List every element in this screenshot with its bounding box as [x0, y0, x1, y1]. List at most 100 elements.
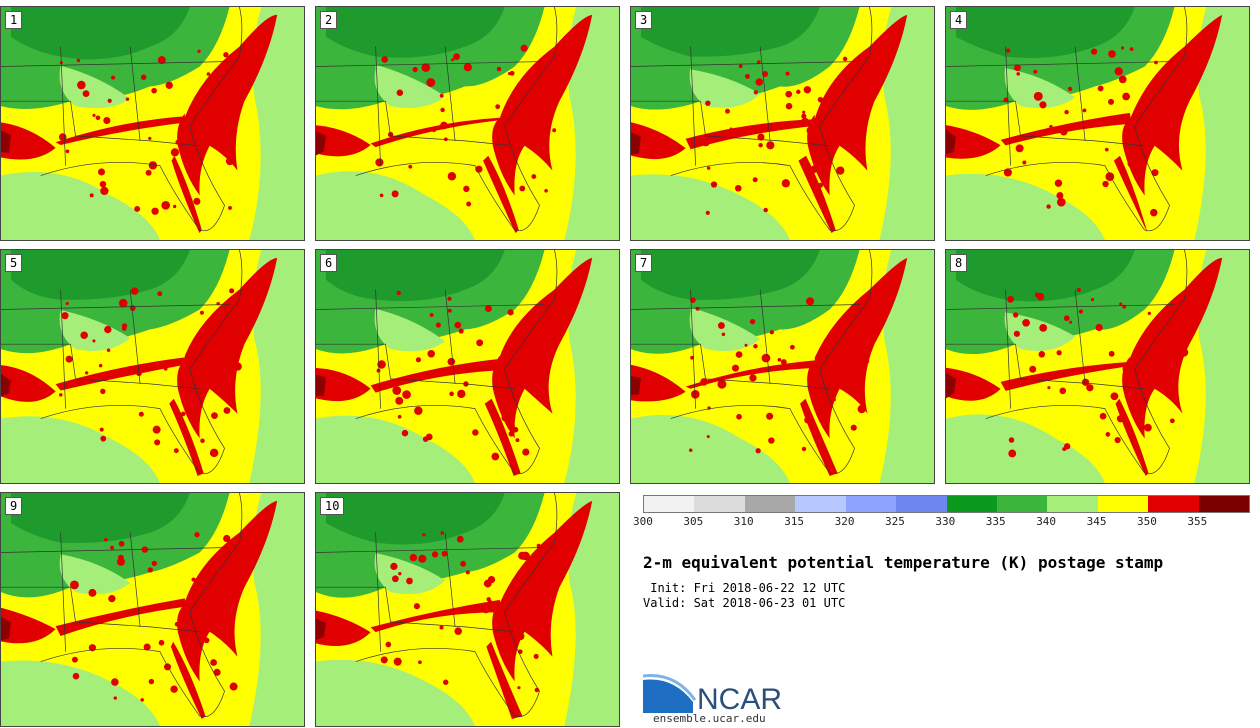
warm-speckle: [1052, 126, 1058, 132]
colorbar-segment: [946, 496, 997, 512]
colorbar-segment: [694, 496, 745, 512]
warm-speckle: [397, 414, 402, 419]
coastline: [40, 7, 243, 232]
member-label: 3: [635, 11, 653, 29]
warm-speckle: [198, 630, 206, 638]
warm-speckle: [1014, 64, 1021, 72]
warm-speckle: [1169, 418, 1175, 424]
state-border: [316, 586, 515, 633]
warm-speckle: [1054, 179, 1063, 187]
gulf-region: [1, 171, 160, 240]
warm-speckle: [426, 78, 436, 87]
warm-speckle: [1056, 350, 1062, 356]
interior-light-green: [1004, 64, 1076, 109]
warm-speckle: [422, 533, 426, 537]
atlantic-region: [564, 250, 619, 483]
warm-speckle: [785, 102, 793, 110]
warm-speckle: [706, 435, 710, 439]
warm-speckle: [71, 656, 78, 663]
warm-speckle: [140, 698, 144, 702]
gulf-region: [946, 414, 1105, 483]
warm-speckle: [732, 364, 740, 372]
warm-speckle: [113, 696, 117, 700]
warm-speckle: [755, 78, 764, 86]
warm-speckle: [1008, 437, 1015, 443]
western-core: [1, 373, 11, 397]
warm-speckle: [757, 133, 765, 141]
state-border: [1, 547, 230, 553]
warm-speckle: [99, 180, 107, 188]
atlantic-region: [879, 250, 934, 483]
interior-light-green: [59, 65, 131, 109]
warm-speckle: [706, 166, 711, 170]
warm-speckle: [509, 70, 515, 76]
warm-speckle: [491, 452, 500, 461]
warm-speckle: [391, 575, 399, 583]
warm-speckle: [1121, 46, 1125, 50]
warm-speckle: [1056, 192, 1064, 199]
warm-speckle: [1086, 384, 1094, 392]
warm-speckle: [447, 172, 457, 181]
warm-speckle: [197, 49, 201, 53]
logo-url: ensemble.ucar.edu: [653, 712, 766, 725]
warm-speckle: [225, 86, 231, 91]
state-border: [60, 532, 66, 652]
warm-speckle: [170, 148, 180, 157]
warm-speckle: [525, 135, 531, 141]
warm-speckle: [803, 86, 812, 94]
warm-speckle: [744, 343, 748, 347]
warm-speckle: [172, 204, 177, 209]
warm-speckle: [1108, 98, 1115, 105]
warm-speckle: [857, 404, 866, 414]
state-border: [375, 46, 381, 166]
warm-speckle: [1007, 295, 1014, 303]
atlantic-region: [249, 7, 304, 240]
warm-speckle: [418, 554, 427, 563]
warm-speckle: [181, 396, 190, 406]
colorbar-tick-label: 335: [985, 515, 1006, 528]
warm-speckle: [440, 107, 445, 113]
interior-dark-green: [640, 250, 820, 300]
warm-speckle: [225, 157, 234, 166]
western-warm-blob: [316, 610, 371, 646]
warm-speckle: [92, 339, 96, 343]
warm-speckle: [705, 100, 711, 106]
warm-speckle: [189, 647, 195, 653]
warm-speckle: [375, 158, 384, 167]
warm-speckle: [1110, 392, 1119, 401]
map-stamp: 2: [315, 6, 620, 241]
warm-speckle: [1063, 315, 1070, 322]
colorbar-tick-label: 355: [1187, 515, 1208, 528]
warm-speckle: [496, 66, 502, 72]
warm-speckle: [414, 406, 423, 415]
warm-speckle: [129, 305, 136, 311]
warm-speckle: [454, 627, 462, 635]
western-warm-blob: [1, 365, 56, 402]
warm-speckle: [535, 594, 544, 603]
warm-speckle: [1179, 348, 1189, 357]
state-border: [631, 304, 860, 310]
warm-speckle: [519, 185, 526, 192]
warm-plume: [492, 14, 593, 196]
warm-speckle: [1090, 297, 1095, 302]
warm-speckle: [817, 197, 825, 205]
warm-band: [55, 357, 187, 391]
warm-speckle: [216, 100, 223, 107]
warm-speckle: [508, 431, 515, 437]
warm-plume: [807, 14, 908, 196]
western-warm-blob: [1, 607, 56, 644]
warm-speckle: [785, 90, 793, 98]
warm-speckle: [61, 312, 69, 320]
warm-speckle: [752, 177, 758, 183]
map-stamp: 10: [315, 492, 620, 727]
warm-speckle: [194, 531, 200, 538]
gulf-region: [1, 416, 160, 483]
warm-speckle: [209, 448, 219, 458]
warm-speckle: [801, 446, 807, 452]
warm-speckle: [393, 657, 402, 666]
warm-speckle: [151, 87, 157, 94]
colorbar-segment: [996, 496, 1048, 512]
warm-speckle: [377, 360, 386, 369]
warm-speckle: [173, 448, 179, 454]
gulf-region: [316, 171, 475, 240]
